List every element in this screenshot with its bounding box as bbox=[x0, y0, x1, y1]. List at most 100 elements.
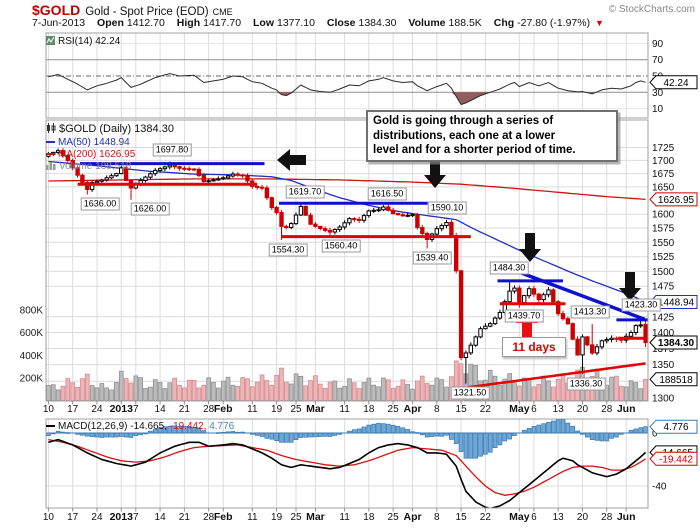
volume-bar bbox=[322, 387, 328, 401]
macd-histogram-bar bbox=[308, 432, 313, 438]
macd-histogram-bar bbox=[317, 432, 323, 437]
ma50-legend: MA(50) 1448.94 bbox=[46, 137, 130, 148]
chg-label: Chg bbox=[493, 17, 515, 29]
candle-down bbox=[570, 323, 575, 340]
x-axis-label: 13 bbox=[553, 512, 565, 523]
candle-down bbox=[420, 227, 425, 235]
price-axis-label: 1300 bbox=[652, 394, 675, 405]
macd-histogram-bar bbox=[128, 432, 134, 438]
volume-bar bbox=[468, 363, 474, 401]
x-axis-label: 28 bbox=[601, 404, 613, 415]
macd-histogram-bar bbox=[381, 423, 386, 434]
candle-down bbox=[240, 174, 245, 177]
volume-bar bbox=[274, 374, 279, 401]
rsi-axis-label: 90 bbox=[652, 39, 664, 50]
volume-bar bbox=[531, 386, 537, 401]
candle-down bbox=[643, 324, 648, 343]
rsi-axis-label: 30 bbox=[652, 88, 664, 99]
candle-down bbox=[177, 166, 182, 169]
volume-bar bbox=[551, 386, 556, 401]
macd-histogram-bar bbox=[507, 432, 512, 440]
candle-up bbox=[293, 214, 299, 225]
panel-border bbox=[45, 418, 649, 509]
x-axis-label: 2013 bbox=[110, 403, 134, 415]
price-callout: 1590.10 bbox=[427, 201, 467, 215]
volume-bar bbox=[89, 385, 95, 401]
price-axis-label: 1550 bbox=[652, 238, 675, 249]
ma200-legend: MA(200) 1626.95 bbox=[46, 149, 135, 160]
price-callout: 1539.40 bbox=[412, 251, 452, 265]
x-axis-label: Mar bbox=[306, 511, 325, 523]
macd-histogram-bar bbox=[483, 432, 488, 455]
volume-bar bbox=[225, 376, 231, 401]
price-axis-label: 1600 bbox=[652, 210, 675, 221]
price-callout: 1636.00 bbox=[80, 197, 120, 211]
volume-bar bbox=[75, 386, 80, 401]
volume-bar bbox=[128, 382, 134, 401]
candle-up bbox=[55, 150, 61, 153]
macd-histogram-bar bbox=[390, 424, 396, 434]
macd-histogram-bar bbox=[541, 423, 546, 434]
open-label: Open bbox=[97, 17, 124, 29]
macd-histogram-bar bbox=[288, 432, 294, 443]
macd-line bbox=[48, 438, 647, 508]
macd-histogram-bar bbox=[400, 427, 406, 434]
rsi-legend-label: RSI(14) 42.24 bbox=[58, 36, 121, 47]
x-axis-label: 11 bbox=[247, 404, 258, 415]
x-axis-label: 8 bbox=[434, 404, 440, 415]
candle-down bbox=[182, 167, 187, 170]
axis-value-box bbox=[649, 372, 698, 387]
x-axis-label: 10 bbox=[43, 512, 55, 523]
ma50-legend-label: MA(50) 1448.94 bbox=[58, 137, 130, 148]
volume-bar bbox=[560, 374, 566, 401]
volume-bar bbox=[342, 385, 347, 401]
volume-bar bbox=[104, 387, 109, 401]
quote-summary-row: 7-Jun-2013 Open 1412.70 High 1417.70 Low 13… bbox=[32, 17, 604, 29]
axis-value-box-label: 42.24 bbox=[663, 78, 688, 89]
candle-up bbox=[206, 180, 211, 183]
candle-up bbox=[104, 177, 109, 181]
volume-bar bbox=[298, 375, 304, 401]
macd-histogram-bar bbox=[497, 432, 503, 446]
volume-bar bbox=[191, 380, 197, 401]
candle-up bbox=[225, 175, 231, 179]
candle-up bbox=[119, 167, 124, 175]
volume-bar bbox=[216, 387, 221, 401]
candle-down bbox=[196, 168, 202, 176]
volume-bar bbox=[123, 378, 129, 401]
candle-up bbox=[638, 324, 643, 327]
volume-bar bbox=[361, 382, 367, 401]
x-axis-label: 17 bbox=[67, 512, 79, 523]
x-axis-label: Jun bbox=[617, 511, 636, 523]
macd-histogram-bar bbox=[356, 428, 362, 434]
price-axis-label: 1650 bbox=[652, 182, 675, 193]
volume-bar bbox=[172, 377, 177, 401]
volume-bar bbox=[439, 379, 444, 401]
macd-axis-label: -40 bbox=[652, 482, 667, 493]
volume-bar bbox=[643, 378, 648, 401]
x-axis-label: 25 bbox=[388, 404, 400, 415]
volume-bar bbox=[492, 375, 498, 401]
down-arrow-annotation bbox=[619, 272, 641, 301]
candle-down bbox=[313, 223, 318, 227]
volume-bar bbox=[70, 382, 76, 401]
x-axis-label: 25 bbox=[388, 512, 400, 523]
x-axis-label: 25 bbox=[290, 404, 302, 415]
change-down-arrow-icon: ▼ bbox=[595, 18, 604, 28]
candle-down bbox=[536, 293, 541, 301]
macd-histogram-bar bbox=[293, 432, 299, 440]
high-value: 1417.70 bbox=[203, 17, 242, 29]
candle-down bbox=[400, 214, 406, 217]
candle-up bbox=[512, 287, 517, 292]
candle-up bbox=[410, 214, 415, 217]
candle-down bbox=[172, 164, 177, 168]
candle-up bbox=[628, 332, 634, 337]
x-axis-label: 28 bbox=[203, 404, 215, 415]
close-label: Close bbox=[326, 17, 356, 29]
volume-legend-label: Volume 188,518 bbox=[59, 161, 132, 172]
candle-down bbox=[356, 218, 362, 221]
volume-label: Volume bbox=[408, 17, 446, 29]
candle-down bbox=[449, 222, 454, 236]
candlestick-icon bbox=[46, 123, 56, 136]
candle-down bbox=[264, 187, 270, 199]
